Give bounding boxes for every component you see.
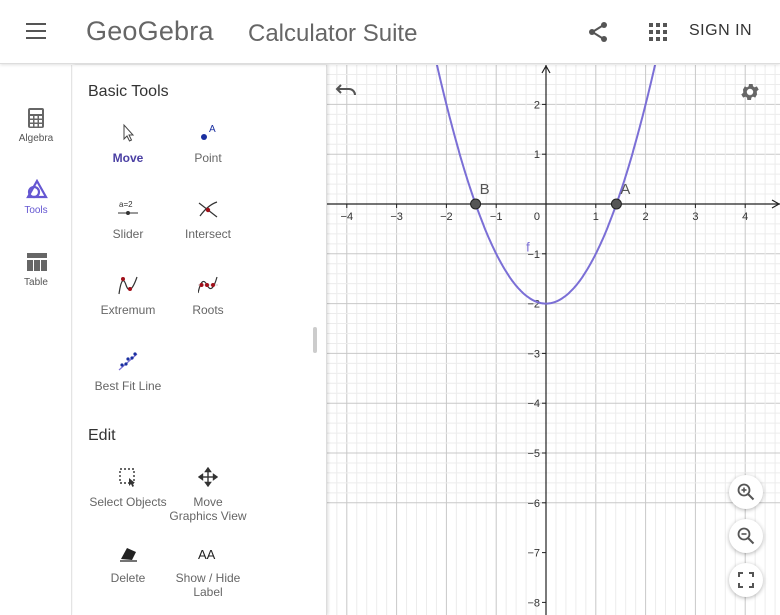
x-tick-label: −1 [490,211,503,223]
zoom-in-button[interactable] [729,475,763,509]
point-label-b: B [480,181,490,198]
y-tick-label: −3 [527,348,540,360]
best-fit-line-icon [118,352,138,371]
zoom-in-icon [737,483,755,501]
label-icon-text: AA [198,547,216,562]
fullscreen-icon [738,572,754,588]
section-title-edit: Edit [88,427,116,444]
function-label-f: f [526,239,530,254]
tool-label-line: Graphics View [169,509,247,523]
zoom-out-button[interactable] [729,519,763,553]
tool-label: Extremum [100,303,156,317]
tool-label: Show / Hide Label [158,571,258,599]
x-axis-arrow [771,199,780,209]
rail-item-algebra[interactable]: Algebra [0,101,72,161]
tool-label: Roots [192,303,224,317]
geogebra-logo: GeoGebra [86,16,214,46]
tools-panel: Basic Tools Move A Point a=2 Slider Inte… [73,65,327,615]
point-icon: A [201,124,216,140]
y-tick-label: −1 [527,249,540,261]
point-b [470,198,482,210]
calculator-icon [28,108,44,128]
gear-icon[interactable] [739,81,761,103]
rail-item-tools[interactable]: Tools [0,173,72,233]
tool-label: Delete [110,571,146,585]
show-hide-label-icon: AA [198,547,216,562]
slider-icon: a=2 [118,200,138,215]
function-curve-f [435,65,657,305]
table-icon [27,253,47,271]
cursor-arrow-icon [123,123,135,142]
y-tick-label: −4 [527,398,540,410]
x-tick-label: 2 [643,211,649,223]
point-a [610,198,622,210]
undo-icon[interactable] [335,79,359,99]
tools-icon [26,179,48,199]
tool-label-line: Label [193,585,223,599]
header-bar: GeoGebra Calculator Suite SIGN IN [0,0,780,64]
rail-item-label: Table [24,277,48,288]
menu-icon[interactable] [22,22,50,42]
rail-item-label: Algebra [18,133,54,144]
sign-in-button[interactable]: SIGN IN [689,22,753,39]
y-tick-label: −5 [527,448,540,460]
tool-label: Move Graphics View [158,495,258,523]
apps-grid-icon[interactable] [647,21,669,43]
y-tick-label: −7 [527,548,540,560]
move-graphics-view-icon [198,467,218,487]
y-axis-arrow [541,65,551,74]
tool-label-line: Move [193,495,223,509]
extremum-icon [118,276,138,295]
tool-label: Select Objects [89,495,167,509]
section-title-basic-tools: Basic Tools [88,83,169,100]
graphics-view[interactable]: −4 −3 −2 −1 1 2 3 4 2 1 −1 −2 −3 −4 −5 −6 −7 −8 0 f A B [327,65,780,615]
app-title: Calculator Suite [248,20,418,47]
roots-icon [198,276,218,294]
origin-label: 0 [534,211,540,223]
tool-label: Move [112,151,144,165]
point-icon-letter: A [209,124,216,135]
zoom-out-icon [737,527,755,545]
tool-label: Slider [112,227,144,241]
eraser-icon [120,548,137,562]
rail-item-table[interactable]: Table [0,245,72,305]
tool-label: Intersect [184,227,232,241]
x-tick-label: −4 [341,211,354,223]
share-icon[interactable] [586,20,610,44]
x-tick-label: 4 [742,211,748,223]
point-label-a: A [620,181,630,198]
select-objects-icon [119,468,135,487]
x-tick-label: 1 [593,211,599,223]
slider-icon-text: a=2 [119,200,133,209]
tool-label: Point [194,151,222,165]
y-tick-label: −6 [527,498,540,510]
fullscreen-button[interactable] [729,563,763,597]
rail-item-label: Tools [24,205,48,216]
panel-scrollbar[interactable] [313,327,317,353]
x-tick-label: 3 [692,211,698,223]
x-tick-label: −2 [440,211,453,223]
x-tick-label: −3 [390,211,403,223]
y-tick-label: 1 [534,149,540,161]
tool-label: Best Fit Line [94,379,162,393]
view-rail: Algebra Tools Table [0,65,72,615]
y-tick-label: 2 [534,99,540,111]
intersect-icon [198,201,218,218]
tool-label-line: Show / Hide [175,571,241,585]
y-tick-label: −8 [527,597,540,609]
